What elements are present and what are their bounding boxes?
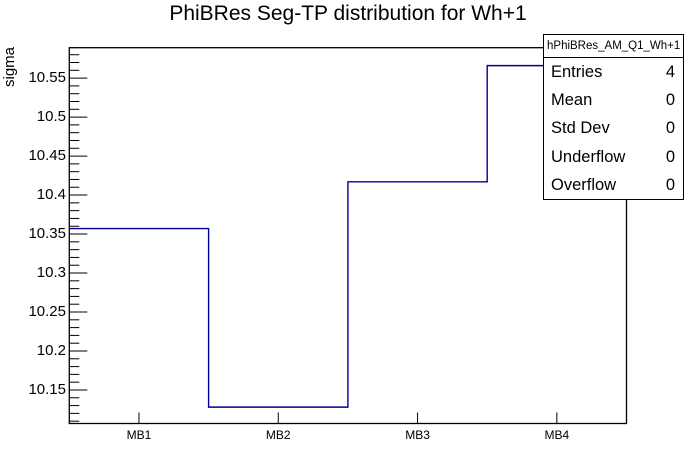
stats-row-value: 0 bbox=[665, 91, 675, 110]
stats-row-label: Overflow bbox=[551, 175, 617, 194]
x-tick-label: MB2 bbox=[265, 428, 291, 442]
plot-frame bbox=[68, 47, 628, 425]
y-tick-label: 10.4 bbox=[36, 186, 66, 204]
stats-box: hPhiBRes_AM_Q1_Wh+1 Entries 4 Mean 0 Std… bbox=[543, 34, 684, 200]
x-tick-label: MB3 bbox=[405, 428, 430, 442]
stats-row: Mean 0 bbox=[544, 91, 683, 109]
stats-row-value: 0 bbox=[665, 147, 675, 166]
stats-row-label: Std Dev bbox=[551, 119, 610, 138]
stats-row: Entries 4 bbox=[544, 63, 683, 81]
stats-rows: Entries 4 Mean 0 Std Dev 0 Underflow 0 O… bbox=[544, 58, 683, 199]
stats-row-label: Underflow bbox=[551, 147, 626, 166]
stats-row-label: Mean bbox=[551, 91, 593, 110]
y-tick-label: 10.2 bbox=[36, 341, 66, 359]
y-tick-label: 10.5 bbox=[36, 108, 66, 126]
y-tick-label: 10.3 bbox=[36, 264, 66, 282]
stats-row-value: 4 bbox=[665, 63, 675, 82]
stats-row: Std Dev 0 bbox=[544, 119, 683, 137]
y-tick-label: 10.35 bbox=[28, 225, 66, 243]
y-tick-label: 10.45 bbox=[28, 147, 66, 165]
x-tick-label: MB1 bbox=[126, 428, 152, 442]
x-tick-label: MB4 bbox=[544, 428, 570, 442]
y-tick-label: 10.55 bbox=[28, 69, 66, 87]
stats-row-value: 0 bbox=[665, 119, 675, 138]
histogram-line bbox=[69, 64, 627, 408]
y-tick-label: 10.15 bbox=[28, 380, 66, 398]
y-tick-label: 10.25 bbox=[28, 303, 66, 320]
stats-row: Overflow 0 bbox=[544, 176, 683, 194]
chart-title: PhiBRes Seg-TP distribution for Wh+1 bbox=[169, 2, 527, 25]
stats-row-value: 0 bbox=[665, 175, 675, 194]
stats-box-title: hPhiBRes_AM_Q1_Wh+1 bbox=[544, 35, 683, 58]
stats-row: Underflow 0 bbox=[544, 148, 683, 166]
stats-row-label: Entries bbox=[551, 63, 603, 82]
